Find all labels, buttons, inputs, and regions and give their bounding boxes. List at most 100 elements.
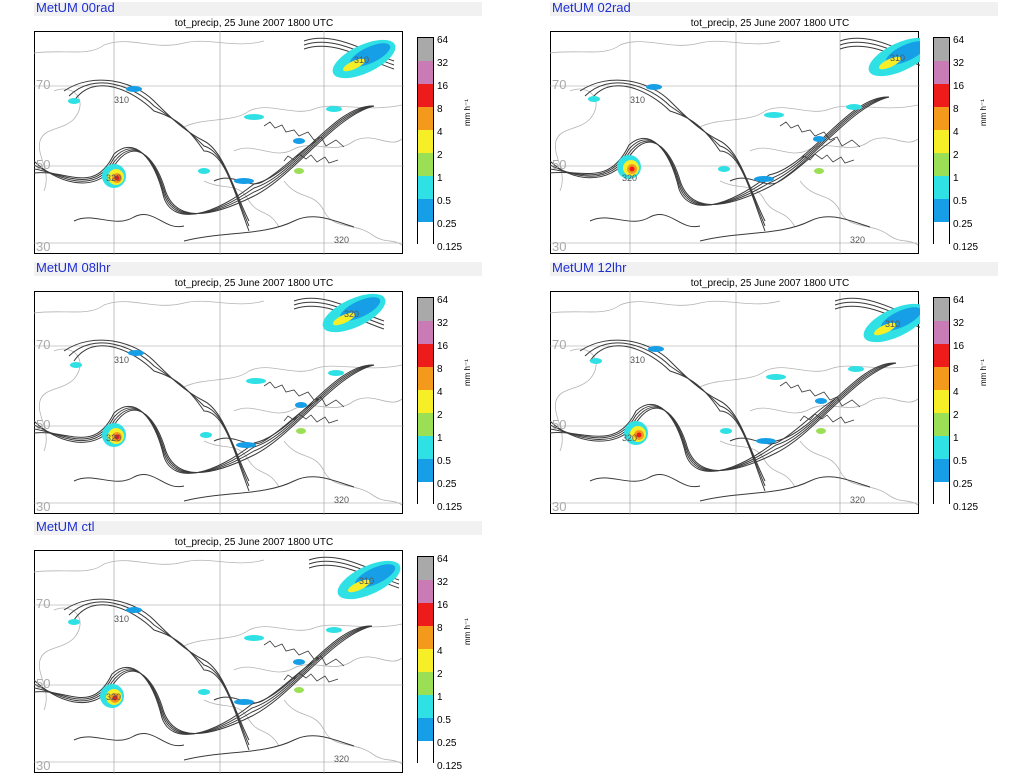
colorbar-level-label: 2	[953, 150, 959, 161]
colorbar-level-label: 8	[953, 364, 959, 375]
precip-map: 310 310 320 320 70 50 30	[550, 31, 920, 255]
contour-label: 320	[344, 309, 359, 319]
colorbar-swatch	[418, 741, 433, 764]
colorbar-level-label: 0.5	[437, 715, 451, 726]
precip-map: 310 310 320 320 70 50 30	[34, 550, 404, 774]
latitude-label: 70	[36, 77, 50, 92]
map-frame	[550, 31, 919, 254]
colorbar-swatch	[418, 199, 433, 222]
colorbar-level-label: 0.5	[953, 456, 967, 467]
panel-header	[550, 262, 998, 276]
colorbar-swatch	[934, 176, 949, 199]
theta-contours	[34, 297, 385, 502]
colorbar-swatch	[934, 222, 949, 245]
contour-labels: 320 310 320 320	[106, 309, 359, 505]
contour-labels: 310 310 320 320	[622, 53, 905, 245]
contour-label: 320	[106, 692, 121, 702]
colorbar-level-label: 64	[437, 295, 449, 306]
panel-metum-ctl: MetUM ctl tot_precip, 25 June 2007 1800 …	[34, 519, 514, 779]
panel-header	[34, 521, 482, 535]
colorbar-swatch	[418, 176, 433, 199]
colorbar-level-label: 16	[437, 81, 449, 92]
colorbar-scale	[417, 297, 434, 505]
precip-colorbar: 64 32 16 8 4 2 1 0.5 0.25 0.125 mm h⁻¹	[417, 550, 487, 776]
precip-colorbar: 64 32 16 8 4 2 1 0.5 0.25 0.125 mm h⁻¹	[417, 291, 487, 517]
colorbar-level-label: 1	[437, 173, 443, 184]
panel-subtitle: tot_precip, 25 June 2007 1800 UTC	[174, 278, 334, 289]
colorbar-level-label: 0.125	[437, 502, 463, 513]
latitude-label: 30	[36, 499, 50, 514]
colorbar-level-label: 1	[953, 433, 959, 444]
colorbar-units: mm h⁻¹	[463, 359, 472, 386]
colorbar-swatch	[418, 153, 433, 176]
colorbar-swatch	[418, 130, 433, 153]
colorbar-swatch	[418, 413, 433, 436]
contour-labels: 310 310 320 320	[106, 576, 374, 764]
colorbar-level-label: 0.125	[953, 502, 979, 513]
colorbar-level-label: 8	[437, 623, 443, 634]
colorbar-swatch	[934, 367, 949, 390]
colorbar-level-label: 2	[437, 669, 443, 680]
latitude-label: 50	[36, 157, 50, 172]
colorbar-swatch	[418, 84, 433, 107]
latitude-labels: 70 50 30	[36, 596, 50, 773]
colorbar-level-label: 64	[953, 35, 965, 46]
latitude-label: 30	[36, 239, 50, 254]
colorbar-swatch	[418, 649, 433, 672]
colorbar-swatch	[418, 38, 433, 61]
colorbar-swatch	[418, 482, 433, 505]
colorbar-swatch	[934, 153, 949, 176]
colorbar-swatch	[418, 436, 433, 459]
panel-subtitle: tot_precip, 25 June 2007 1800 UTC	[690, 278, 850, 289]
colorbar-swatch	[934, 199, 949, 222]
colorbar-level-label: 32	[437, 577, 449, 588]
panel-subtitle: tot_precip, 25 June 2007 1800 UTC	[174, 18, 334, 29]
colorbar-swatch	[418, 603, 433, 626]
colorbar-swatch	[418, 390, 433, 413]
colorbar-swatch	[418, 222, 433, 245]
precip-colorbar: 64 32 16 8 4 2 1 0.5 0.25 0.125 mm h⁻¹	[417, 31, 487, 257]
contour-label: 310	[630, 95, 645, 105]
colorbar-level-label: 0.125	[437, 761, 463, 772]
contour-labels: 310 310 320 320	[106, 55, 369, 245]
colorbar-swatch	[418, 367, 433, 390]
colorbar-scale	[417, 37, 434, 245]
theta-contours	[34, 556, 400, 761]
colorbar-level-label: 0.125	[437, 242, 463, 253]
latitude-label: 50	[36, 417, 50, 432]
panel-header	[34, 262, 482, 276]
colorbar-scale	[417, 556, 434, 764]
colorbar-swatch	[934, 321, 949, 344]
colorbar-swatch	[418, 298, 433, 321]
precip-colorbar: 64 32 16 8 4 2 1 0.5 0.25 0.125 mm h⁻¹	[933, 291, 1003, 517]
colorbar-level-label: 8	[437, 104, 443, 115]
colorbar-level-label: 8	[953, 104, 959, 115]
colorbar-level-label: 64	[437, 35, 449, 46]
panel-metum-02rad: MetUM 02rad tot_precip, 25 June 2007 180…	[550, 0, 1030, 260]
contour-label: 320	[850, 235, 865, 245]
coastlines	[550, 300, 919, 506]
panel-title: MetUM 02rad	[552, 0, 631, 15]
colorbar-level-label: 16	[953, 81, 965, 92]
colorbar-level-label: 4	[953, 127, 959, 138]
contour-label: 310	[359, 576, 374, 586]
colorbar-swatch	[418, 321, 433, 344]
map-grid	[550, 31, 920, 255]
latitude-labels: 70 50 30	[36, 337, 50, 514]
colorbar-swatch	[418, 695, 433, 718]
map-frame	[550, 291, 919, 514]
contour-label: 310	[114, 614, 129, 624]
coastlines	[550, 40, 919, 246]
precip-map: 310 310 320 320 70 50 30	[550, 291, 920, 515]
colorbar-swatch	[934, 344, 949, 367]
colorbar-swatch	[418, 107, 433, 130]
colorbar-level-label: 4	[437, 646, 443, 657]
precip-field	[68, 560, 401, 708]
colorbar-swatch	[934, 130, 949, 153]
precip-field	[68, 39, 396, 188]
colorbar-level-label: 0.25	[437, 219, 457, 230]
contour-label: 320	[106, 173, 121, 183]
colorbar-swatch	[934, 38, 949, 61]
colorbar-level-label: 0.5	[437, 196, 451, 207]
latitude-label: 50	[552, 417, 566, 432]
